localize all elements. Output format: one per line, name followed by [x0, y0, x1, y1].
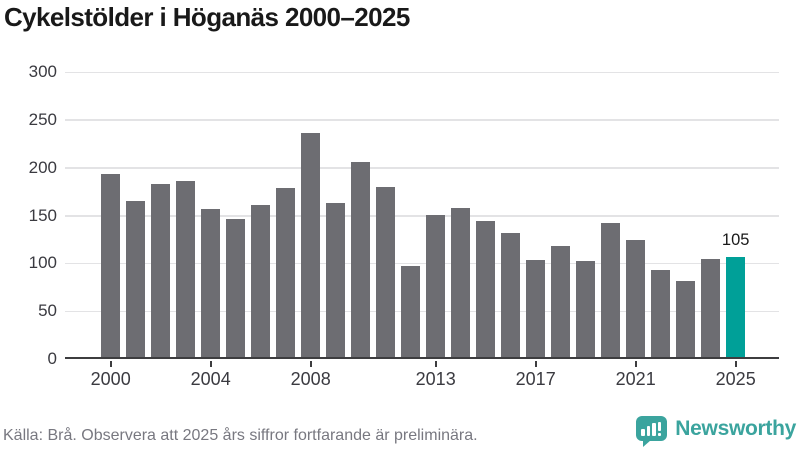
x-tick-2025: [734, 361, 737, 367]
gridline-50: [65, 310, 779, 313]
y-tick-label-300: 300: [28, 62, 57, 81]
gridline-250: [65, 119, 779, 121]
bar-2003: [176, 180, 196, 357]
x-tick-label-2000: 2000: [90, 369, 131, 389]
bar-2018: [551, 246, 571, 357]
y-tick-label-50: 50: [38, 301, 57, 321]
bar-2008: [301, 133, 321, 357]
icon-bar-tall: [652, 423, 656, 436]
source-note: Källa: Brå. Observera att 2025 års siffr…: [3, 427, 478, 444]
bar-2013: [426, 215, 446, 357]
y-tick-label-200: 200: [28, 157, 57, 177]
x-tick-2000: [109, 361, 112, 367]
bar-2024: [701, 259, 721, 357]
x-tick-2017: [534, 361, 537, 367]
bar-2004: [201, 208, 221, 357]
bar-2000: [101, 174, 121, 357]
x-axis-line: [65, 357, 779, 359]
bar-2014: [451, 207, 471, 357]
y-tick-label-250: 250: [28, 109, 57, 129]
newsworthy-logo: Newsworthy: [636, 416, 796, 447]
bar-2016: [501, 232, 521, 357]
gridline-200: [65, 167, 779, 169]
brand-name: Newsworthy: [675, 416, 796, 440]
icon-bar-medium: [646, 426, 651, 436]
bar-2002: [151, 183, 171, 357]
y-axis: 0 50 100 150 200 250 300: [0, 0, 57, 380]
x-tick-label-2013: 2013: [415, 369, 456, 389]
bar-2015: [476, 221, 496, 357]
bar-2010: [351, 161, 371, 357]
icon-exclamation-stem: [657, 422, 662, 431]
x-tick-2013: [434, 361, 437, 367]
icon-bar-short: [641, 429, 645, 436]
newsworthy-bubble-chart-icon: [636, 416, 668, 447]
y-tick-label-150: 150: [28, 205, 57, 225]
bar-2017: [526, 260, 546, 357]
chart-title: Cykelstölder i Höganäs 2000–2025: [4, 2, 410, 32]
x-tick-2008: [309, 361, 312, 367]
bar-2009: [326, 202, 346, 357]
bar-2025: [726, 256, 746, 357]
bar-2011: [376, 186, 396, 357]
x-tick-label-2021: 2021: [615, 369, 656, 389]
gridline-300: [65, 71, 779, 73]
bar-2006: [251, 204, 271, 357]
bar-2005: [226, 219, 246, 357]
gridline-150: [65, 215, 779, 217]
x-tick-label-2004: 2004: [190, 369, 231, 389]
bar-2021: [626, 240, 646, 357]
x-tick-2004: [209, 361, 212, 367]
bar-2012: [401, 266, 421, 357]
y-tick-label-0: 0: [47, 349, 57, 368]
value-label-2025: 105: [721, 230, 750, 249]
bar-2001: [126, 201, 146, 357]
x-tick-label-2025: 2025: [715, 369, 756, 389]
bar-2019: [576, 261, 596, 357]
x-tick-2021: [634, 361, 637, 367]
gridline-100: [65, 262, 779, 265]
y-tick-label-100: 100: [28, 253, 57, 273]
x-tick-label-2017: 2017: [515, 369, 556, 389]
bar-2022: [651, 269, 671, 357]
bar-2023: [676, 281, 696, 357]
x-tick-label-2008: 2008: [290, 369, 331, 389]
plot-area: 2000 2004 2008 2013 2017 2021 2025 105: [65, 71, 779, 389]
bar-2007: [276, 187, 296, 357]
icon-exclamation-dot: [657, 432, 662, 436]
bar-2020: [601, 223, 621, 357]
